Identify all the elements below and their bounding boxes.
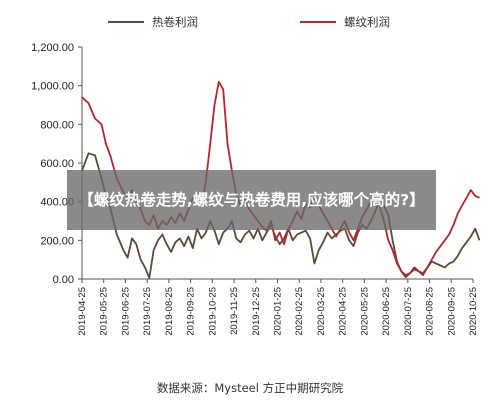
x-tick-label: 2020-09-25 — [446, 287, 457, 336]
y-tick-label: 400.00 — [40, 197, 74, 209]
x-tick-label: 2019-06-25 — [120, 287, 131, 336]
y-tick-label: 200.00 — [40, 235, 74, 247]
x-tick-label: 2020-07-25 — [403, 287, 414, 336]
data-source-note: 数据来源：Mysteel 方正中期研究院 — [156, 381, 344, 395]
x-tick-label: 2020-01-25 — [273, 287, 284, 336]
x-tick-label: 2020-06-25 — [381, 287, 392, 336]
y-tick-label: 1,000.00 — [31, 81, 74, 93]
x-tick-label: 2020-08-25 — [425, 287, 436, 336]
x-tick-label: 2019-11-25 — [229, 287, 240, 335]
y-axis: 0.00 200.00 400.00 600.00 800.00 1,000.00 1,20… — [31, 42, 83, 286]
x-tick-label: 2019-07-25 — [142, 287, 153, 336]
y-tick-label: 800.00 — [40, 119, 74, 131]
x-tick-label: 2020-03-25 — [316, 287, 327, 336]
y-tick-label: 600.00 — [40, 158, 74, 170]
x-tick-label: 2020-05-25 — [359, 287, 370, 336]
x-tick-label: 2019-09-25 — [186, 287, 197, 336]
x-tick-label: 2019-10-25 — [207, 287, 218, 336]
x-tick-label: 2020-04-25 — [338, 287, 349, 336]
x-tick-label: 2020-10-25 — [468, 287, 479, 336]
x-tick-label: 2019-05-25 — [99, 287, 110, 336]
legend-label: 热卷利润 — [152, 15, 198, 29]
y-tick-label: 0.00 — [53, 274, 74, 286]
y-tick-label: 1,200.00 — [31, 42, 74, 54]
chart-legend: 热卷利润 螺纹利润 — [108, 15, 390, 29]
legend-label: 螺纹利润 — [344, 15, 390, 29]
x-axis: 2019-04-25 2019-05-25 2019-06-25 2019-07-25… — [77, 278, 479, 336]
x-tick-label: 2019-04-25 — [77, 287, 88, 336]
x-tick-label: 2020-02-25 — [294, 287, 305, 336]
x-tick-label: 2019-08-25 — [164, 287, 175, 336]
x-tick-label: 2019-12-25 — [251, 287, 262, 336]
title-overlay-banner: 【螺纹热卷走势,螺纹与热卷费用,应该哪个高的?】 — [67, 170, 436, 230]
